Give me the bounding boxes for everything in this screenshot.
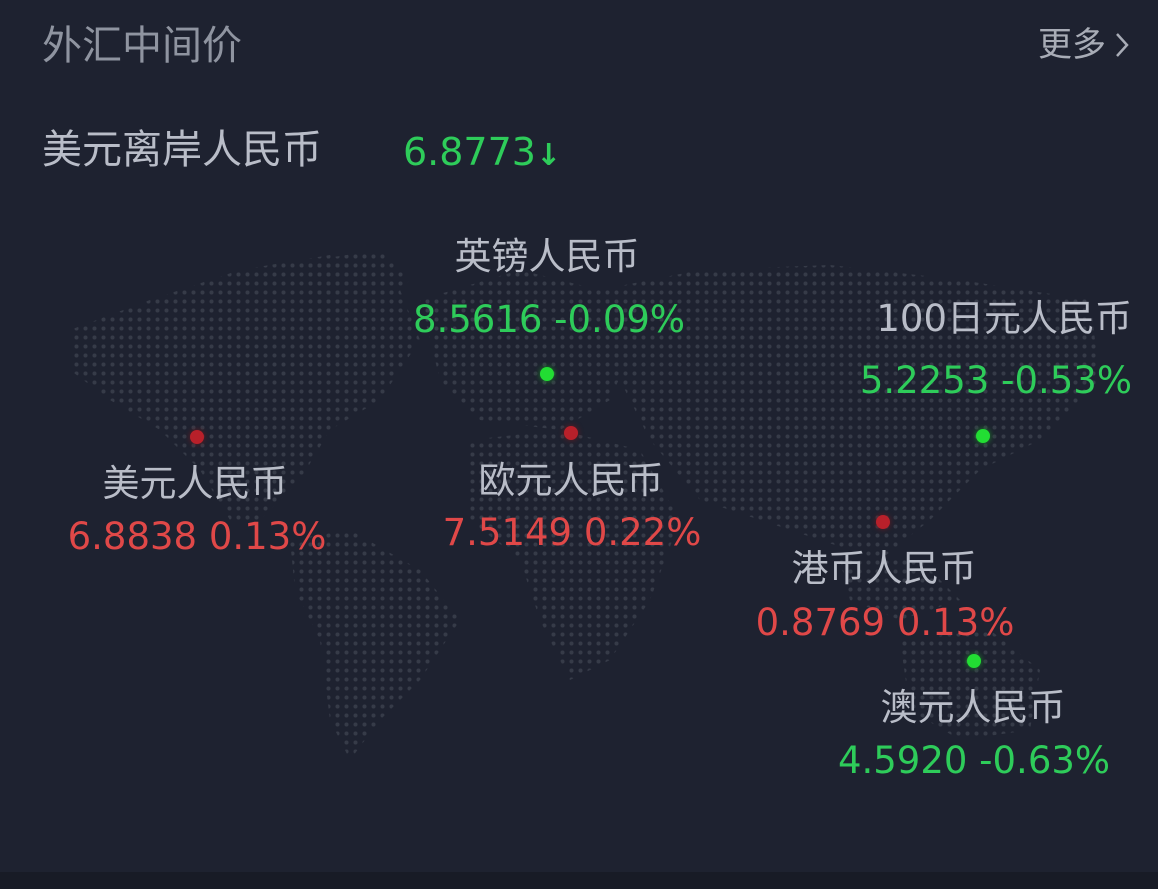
rate-value-eur: 7.5149 0.22% [442, 511, 702, 554]
south-america [290, 530, 460, 760]
more-label: 更多 [1038, 25, 1106, 65]
rate-label-aud[interactable]: 澳元人民币 [880, 686, 1066, 729]
north-america [70, 255, 420, 520]
arrow-down-icon: ↓ [535, 138, 562, 173]
map-marker-gbp[interactable] [540, 367, 554, 381]
chevron-right-icon [1116, 33, 1129, 57]
greenland [300, 250, 410, 320]
hero-label: 美元离岸人民币 [42, 127, 322, 173]
australia [900, 630, 1040, 740]
rate-label-jpy[interactable]: 100日元人民币 [876, 297, 1132, 340]
asia [600, 265, 1100, 560]
rate-label-eur[interactable]: 欧元人民币 [478, 459, 664, 502]
page-title: 外汇中间价 [42, 23, 242, 69]
rate-value-gbp: 8.5616 -0.09% [412, 298, 686, 341]
map-marker-usd[interactable] [190, 430, 204, 444]
rate-value-jpy: 5.2253 -0.53% [859, 359, 1132, 402]
rate-value-usd: 6.8838 0.13% [67, 515, 327, 558]
hero-rate[interactable]: 6.8773↓ [403, 133, 561, 171]
europe [420, 270, 640, 430]
rate-label-gbp[interactable]: 英镑人民币 [454, 235, 640, 278]
more-button[interactable]: 更多 [1038, 28, 1130, 62]
hero-value: 6.8773 [403, 130, 536, 174]
southeast-asia [840, 560, 960, 620]
rate-label-usd[interactable]: 美元人民币 [102, 462, 288, 505]
map-marker-eur[interactable] [564, 426, 578, 440]
map-marker-hkd[interactable] [876, 515, 890, 529]
rate-value-aud: 4.5920 -0.63% [837, 739, 1111, 782]
map-marker-aud[interactable] [967, 654, 981, 668]
map-marker-jpy[interactable] [976, 429, 990, 443]
rate-value-hkd: 0.8769 0.13% [755, 601, 1015, 644]
africa [470, 430, 680, 680]
rate-label-hkd[interactable]: 港币人民币 [791, 547, 977, 590]
bottom-divider [0, 872, 1158, 889]
